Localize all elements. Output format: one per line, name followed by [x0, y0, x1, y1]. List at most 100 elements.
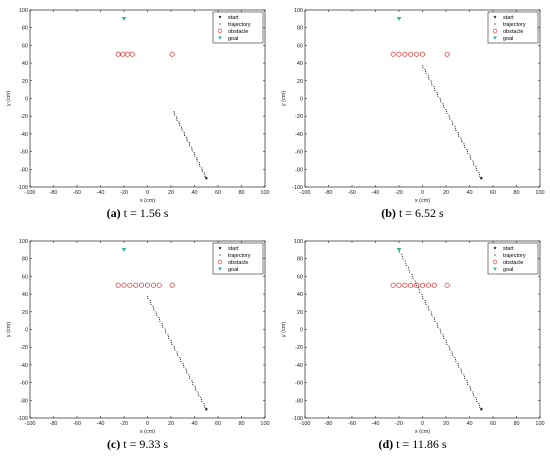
y-tick-label: -20 [20, 345, 28, 351]
trajectory-point [437, 326, 439, 328]
trajectory-point [436, 93, 439, 95]
trajectory-point [445, 110, 448, 113]
x-tick-label: -20 [395, 190, 403, 196]
caption-letter: (a) [106, 206, 121, 220]
trajectory-point [425, 303, 427, 305]
trajectory-point [472, 393, 474, 395]
trajectory-point [451, 122, 454, 124]
trajectory-point [460, 370, 462, 372]
trajectory-point [185, 368, 187, 370]
y-tick-label: 40 [297, 61, 303, 67]
trajectory-point [178, 121, 180, 123]
x-tick-label: -60 [348, 190, 356, 196]
trajectory-point [204, 406, 206, 408]
caption-text: t = 1.56 s [123, 206, 169, 220]
trajectory-point [409, 271, 411, 273]
trajectory-point [161, 324, 164, 326]
legend-goal-icon [218, 36, 222, 40]
y-tick-label: 80 [297, 257, 303, 263]
trajectory-point [191, 148, 193, 150]
y-axis-label: y (cm) [281, 322, 287, 337]
legend-trajectory-icon [494, 23, 496, 25]
trajectory-point [179, 357, 181, 359]
obstacle-marker [408, 282, 414, 288]
trajectory-point [436, 324, 439, 326]
chart-caption: (b) t = 6.52 s [275, 206, 550, 221]
trajectory-point [194, 387, 196, 389]
trajectory-point [405, 264, 407, 267]
x-tick-label: -60 [73, 190, 81, 196]
trajectory-point [191, 380, 193, 382]
legend-label: start [503, 246, 514, 252]
y-tick-label: -40 [20, 363, 28, 369]
trajectory-point [189, 145, 191, 147]
trajectory-point [415, 282, 417, 284]
x-tick-label: 100 [535, 190, 544, 196]
legend-label: obstacle [228, 29, 249, 35]
trajectory-point [194, 155, 196, 157]
x-tick-label: 80 [238, 421, 244, 427]
chart-panel-a: -100 -80 -60 -40 -20 0 20 40 60 80 100 100 80 60 40 20 0… [0, 0, 275, 231]
goal-marker [396, 248, 402, 252]
legend-start-icon [218, 15, 222, 19]
trajectory-point [454, 126, 456, 128]
x-axis-label: x (cm) [140, 429, 155, 435]
x-tick-label: -20 [395, 421, 403, 427]
x-tick-label: -20 [120, 190, 128, 196]
obstacle-marker [129, 51, 135, 57]
obstacle-marker [425, 282, 431, 288]
trajectory-point [428, 78, 430, 80]
trajectory-point [478, 404, 480, 406]
legend-label: goal [228, 267, 238, 273]
trajectory-point [204, 175, 206, 177]
trajectory-point [431, 313, 433, 315]
x-tick-label: 0 [146, 421, 149, 427]
y-tick-label: 0 [300, 328, 303, 334]
trajectory-point [168, 338, 170, 340]
trajectory-point [421, 293, 423, 296]
obstacle-marker [121, 282, 127, 288]
trajectory-point [175, 116, 178, 118]
trajectory-point [186, 138, 188, 140]
trajectory-point [188, 376, 190, 378]
trajectory-point [472, 160, 474, 162]
trajectory-point [197, 393, 199, 395]
x-axis-label: x (cm) [415, 198, 430, 204]
legend-goal-icon [218, 267, 222, 271]
trajectory-point [469, 385, 471, 387]
y-tick-label: 40 [22, 292, 28, 298]
trajectory-point [478, 173, 480, 175]
trajectory-point [200, 399, 202, 401]
trajectory-point [183, 131, 185, 133]
legend-goal-icon [493, 36, 497, 40]
trajectory-point [188, 141, 190, 143]
trajectory-point [442, 103, 444, 105]
y-tick-label: 20 [297, 79, 303, 85]
legend-label: trajectory [228, 22, 251, 28]
x-tick-label: -20 [120, 421, 128, 427]
y-tick-label: 80 [22, 257, 28, 263]
obstacle-marker [120, 51, 126, 57]
trajectory-point [150, 301, 152, 304]
y-tick-label: 20 [22, 79, 28, 85]
y-tick-label: -80 [295, 167, 303, 173]
trajectory-point [457, 131, 459, 133]
trajectory-point [201, 400, 203, 403]
obstacle-marker [414, 51, 420, 57]
x-tick-label: -40 [97, 421, 105, 427]
trajectory-point [203, 402, 205, 404]
trajectory-point [478, 402, 480, 404]
y-tick-label: 100 [294, 8, 303, 14]
x-axis-label: x (cm) [415, 429, 430, 435]
trajectory-point [433, 319, 436, 321]
obstacle-marker [390, 51, 396, 57]
trajectory-point [455, 360, 457, 363]
trajectory-point [458, 366, 460, 368]
trajectory-point [196, 160, 198, 162]
trajectory-point [186, 140, 188, 142]
trajectory-point [171, 343, 173, 345]
y-tick-label: -100 [17, 416, 28, 422]
y-tick-label: 40 [297, 292, 303, 298]
obstacle-marker [150, 282, 156, 288]
trajectory-point [425, 70, 427, 73]
